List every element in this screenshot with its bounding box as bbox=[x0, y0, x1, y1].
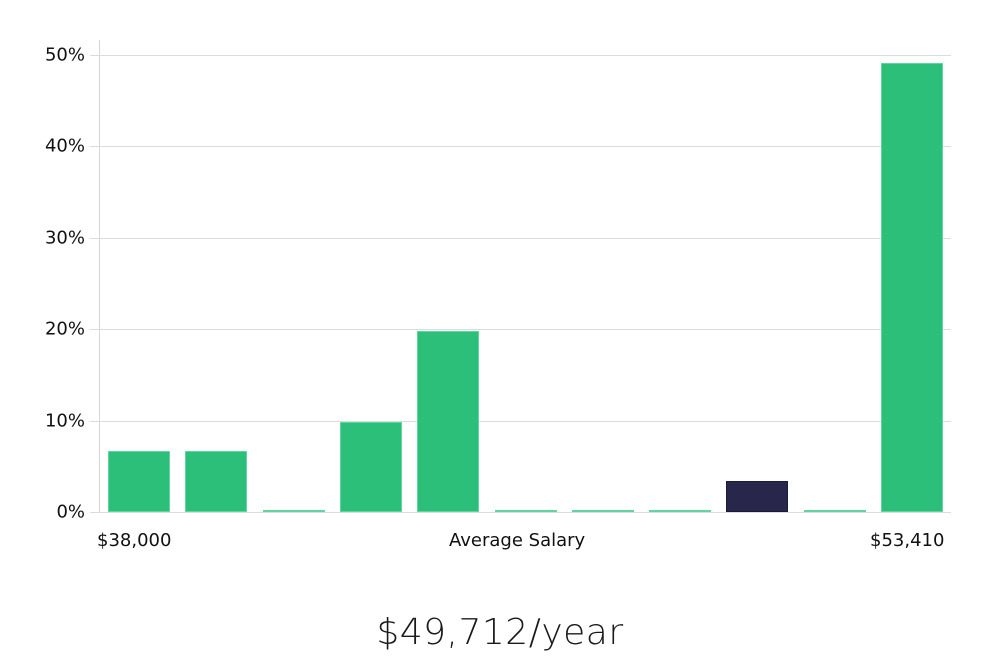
gridline bbox=[90, 237, 951, 239]
y-tick-label: 20% bbox=[44, 318, 85, 340]
gridline bbox=[90, 55, 951, 56]
salary-histogram: 0% 10% 20% 30% 40% 50% $38,000 Average Salary… bbox=[44, 40, 951, 551]
histogram-bar bbox=[185, 450, 248, 512]
histogram-bar bbox=[803, 510, 866, 512]
x-axis-max-label: $53,410 bbox=[870, 530, 945, 551]
y-tick-label: 10% bbox=[44, 410, 85, 432]
x-axis-title: Average Salary bbox=[449, 530, 586, 551]
histogram-bar bbox=[417, 331, 480, 512]
histogram-bar bbox=[881, 63, 943, 512]
histogram-bar bbox=[649, 510, 712, 512]
plot-area bbox=[90, 40, 951, 513]
histogram-bar-highlighted bbox=[726, 480, 789, 512]
histogram-bar bbox=[571, 510, 634, 512]
average-salary-value: $49,712/year bbox=[376, 612, 624, 653]
gridline bbox=[90, 329, 951, 331]
y-tick-label: 30% bbox=[44, 227, 85, 249]
y-tick-label: 40% bbox=[44, 135, 85, 157]
histogram-bar bbox=[262, 510, 325, 512]
histogram-bar bbox=[494, 510, 557, 512]
histogram-bar bbox=[108, 450, 170, 512]
y-tick-label: 0% bbox=[56, 501, 85, 523]
gridline bbox=[90, 146, 951, 148]
y-tick-label: 50% bbox=[44, 44, 85, 66]
histogram-bar bbox=[339, 422, 402, 512]
x-axis-min-label: $38,000 bbox=[97, 530, 172, 551]
gridline bbox=[90, 420, 951, 422]
gridline bbox=[90, 512, 951, 513]
